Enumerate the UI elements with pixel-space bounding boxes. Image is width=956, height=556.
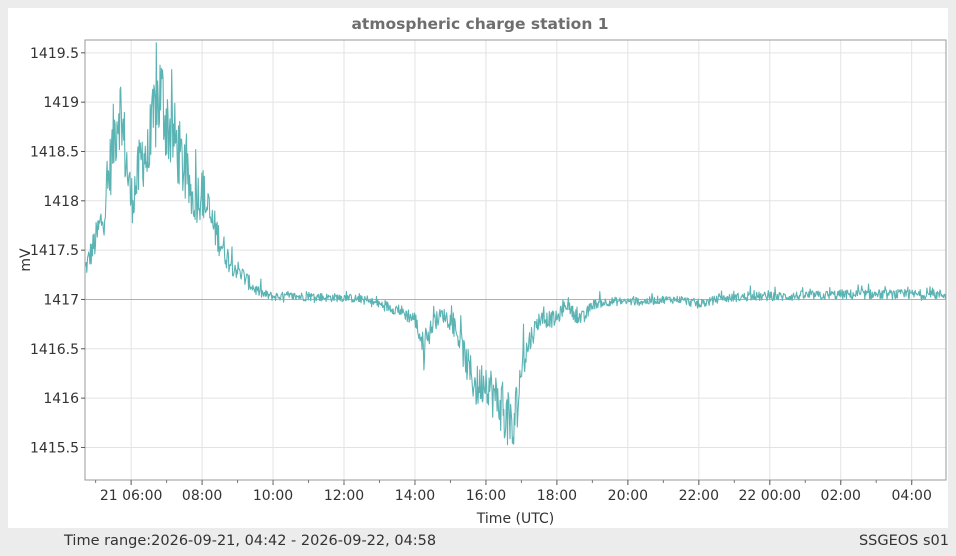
x-axis-ticks: 21 06:00 08:00 10:00 12:00 14:00 16:00 18:00 20…	[95, 480, 932, 504]
y-tick-label: 1419	[43, 95, 79, 111]
series-line	[84, 42, 947, 446]
y-tick-label: 1417	[43, 292, 79, 308]
y-axis-label: mV	[18, 248, 34, 272]
plot-frame	[84, 39, 947, 481]
y-tick-label: 1418	[43, 194, 79, 210]
plot-layer	[84, 42, 947, 446]
x-tick-label: 10:00	[253, 488, 293, 504]
x-axis-label: Time (UTC)	[476, 511, 554, 527]
time-range-text: Time range:2026-09-21, 04:42 - 2026-09-2…	[64, 533, 437, 549]
y-tick-label: 1417.5	[30, 243, 79, 259]
x-tick-label: 02:00	[821, 488, 861, 504]
x-tick-label: 08:00	[182, 488, 222, 504]
y-tick-label: 1416.5	[30, 342, 79, 358]
chart-title: atmospheric charge station 1	[351, 15, 608, 33]
source-label: SSGEOS s01	[858, 533, 949, 549]
y-tick-label: 1415.5	[30, 440, 79, 456]
y-tick-label: 1416	[43, 391, 79, 407]
x-tick-label: 12:00	[324, 488, 364, 504]
y-tick-label: 1419.5	[30, 46, 79, 62]
y-axis-ticks: 1419.5 1419 1418.5 1418 1417.5 1417 1416.5 1416…	[30, 46, 85, 456]
x-tick-label: 16:00	[466, 488, 506, 504]
x-tick-label: 14:00	[395, 488, 435, 504]
chart-panel: atmospheric charge station 1 1419.5 1419 1…	[8, 8, 948, 528]
chart-svg: atmospheric charge station 1 1419.514191…	[18, 15, 947, 527]
x-tick-label: 22:00	[679, 488, 719, 504]
x-tick-label: 20:00	[608, 488, 648, 504]
x-tick-label: 22 00:00	[738, 488, 801, 504]
x-tick-label: 18:00	[537, 488, 577, 504]
x-tick-label: 21 06:00	[100, 488, 163, 504]
x-tick-label: 04:00	[892, 488, 932, 504]
y-tick-label: 1418.5	[30, 144, 79, 160]
